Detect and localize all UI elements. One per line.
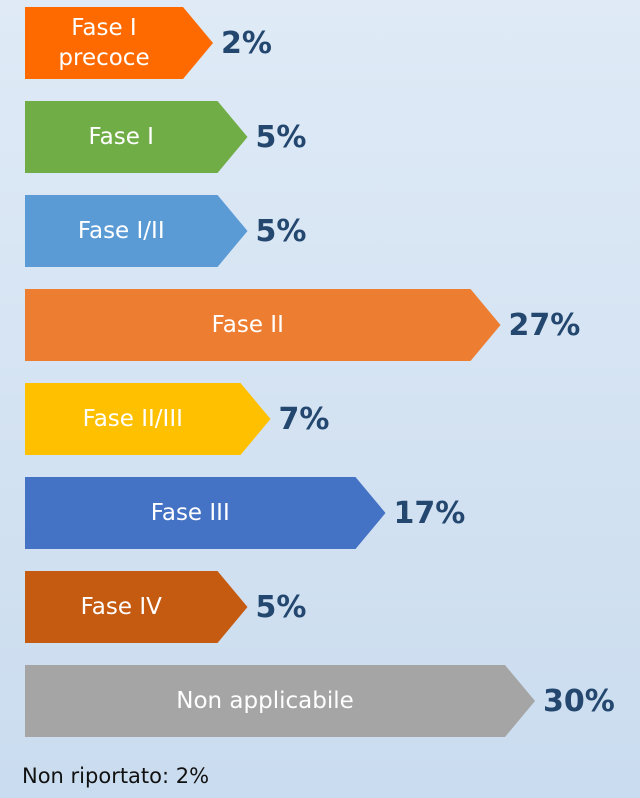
- arrow-bar: [25, 665, 535, 737]
- arrow-bar: [25, 571, 248, 643]
- bar-label: Fase II: [211, 312, 284, 338]
- arrow-bar: [25, 195, 248, 267]
- value-label: 17%: [393, 495, 466, 531]
- value-label: 27%: [508, 307, 581, 343]
- arrow-bar: [25, 383, 271, 455]
- bar-label: Fase I precoce: [58, 15, 150, 71]
- value-label: 7%: [278, 401, 330, 437]
- value-label: 30%: [543, 683, 615, 719]
- bar-label: Non applicabile: [176, 688, 354, 714]
- bar-label: Fase IV: [80, 594, 162, 620]
- value-label: 2%: [221, 25, 272, 61]
- bar-label: Fase I: [88, 124, 154, 150]
- arrow-bar: [25, 101, 248, 173]
- footnote: Non riportato: 2%: [22, 764, 210, 788]
- arrow-bar: [25, 7, 213, 79]
- bar-label: Fase III: [150, 500, 230, 526]
- value-label: 5%: [255, 119, 307, 155]
- value-label: 5%: [255, 213, 307, 249]
- bar-label: Fase I/II: [77, 218, 165, 244]
- value-label: 5%: [255, 589, 307, 625]
- bar-label: Fase II/III: [82, 406, 183, 432]
- arrow-bar: [25, 477, 386, 549]
- arrow-bar: [25, 289, 501, 361]
